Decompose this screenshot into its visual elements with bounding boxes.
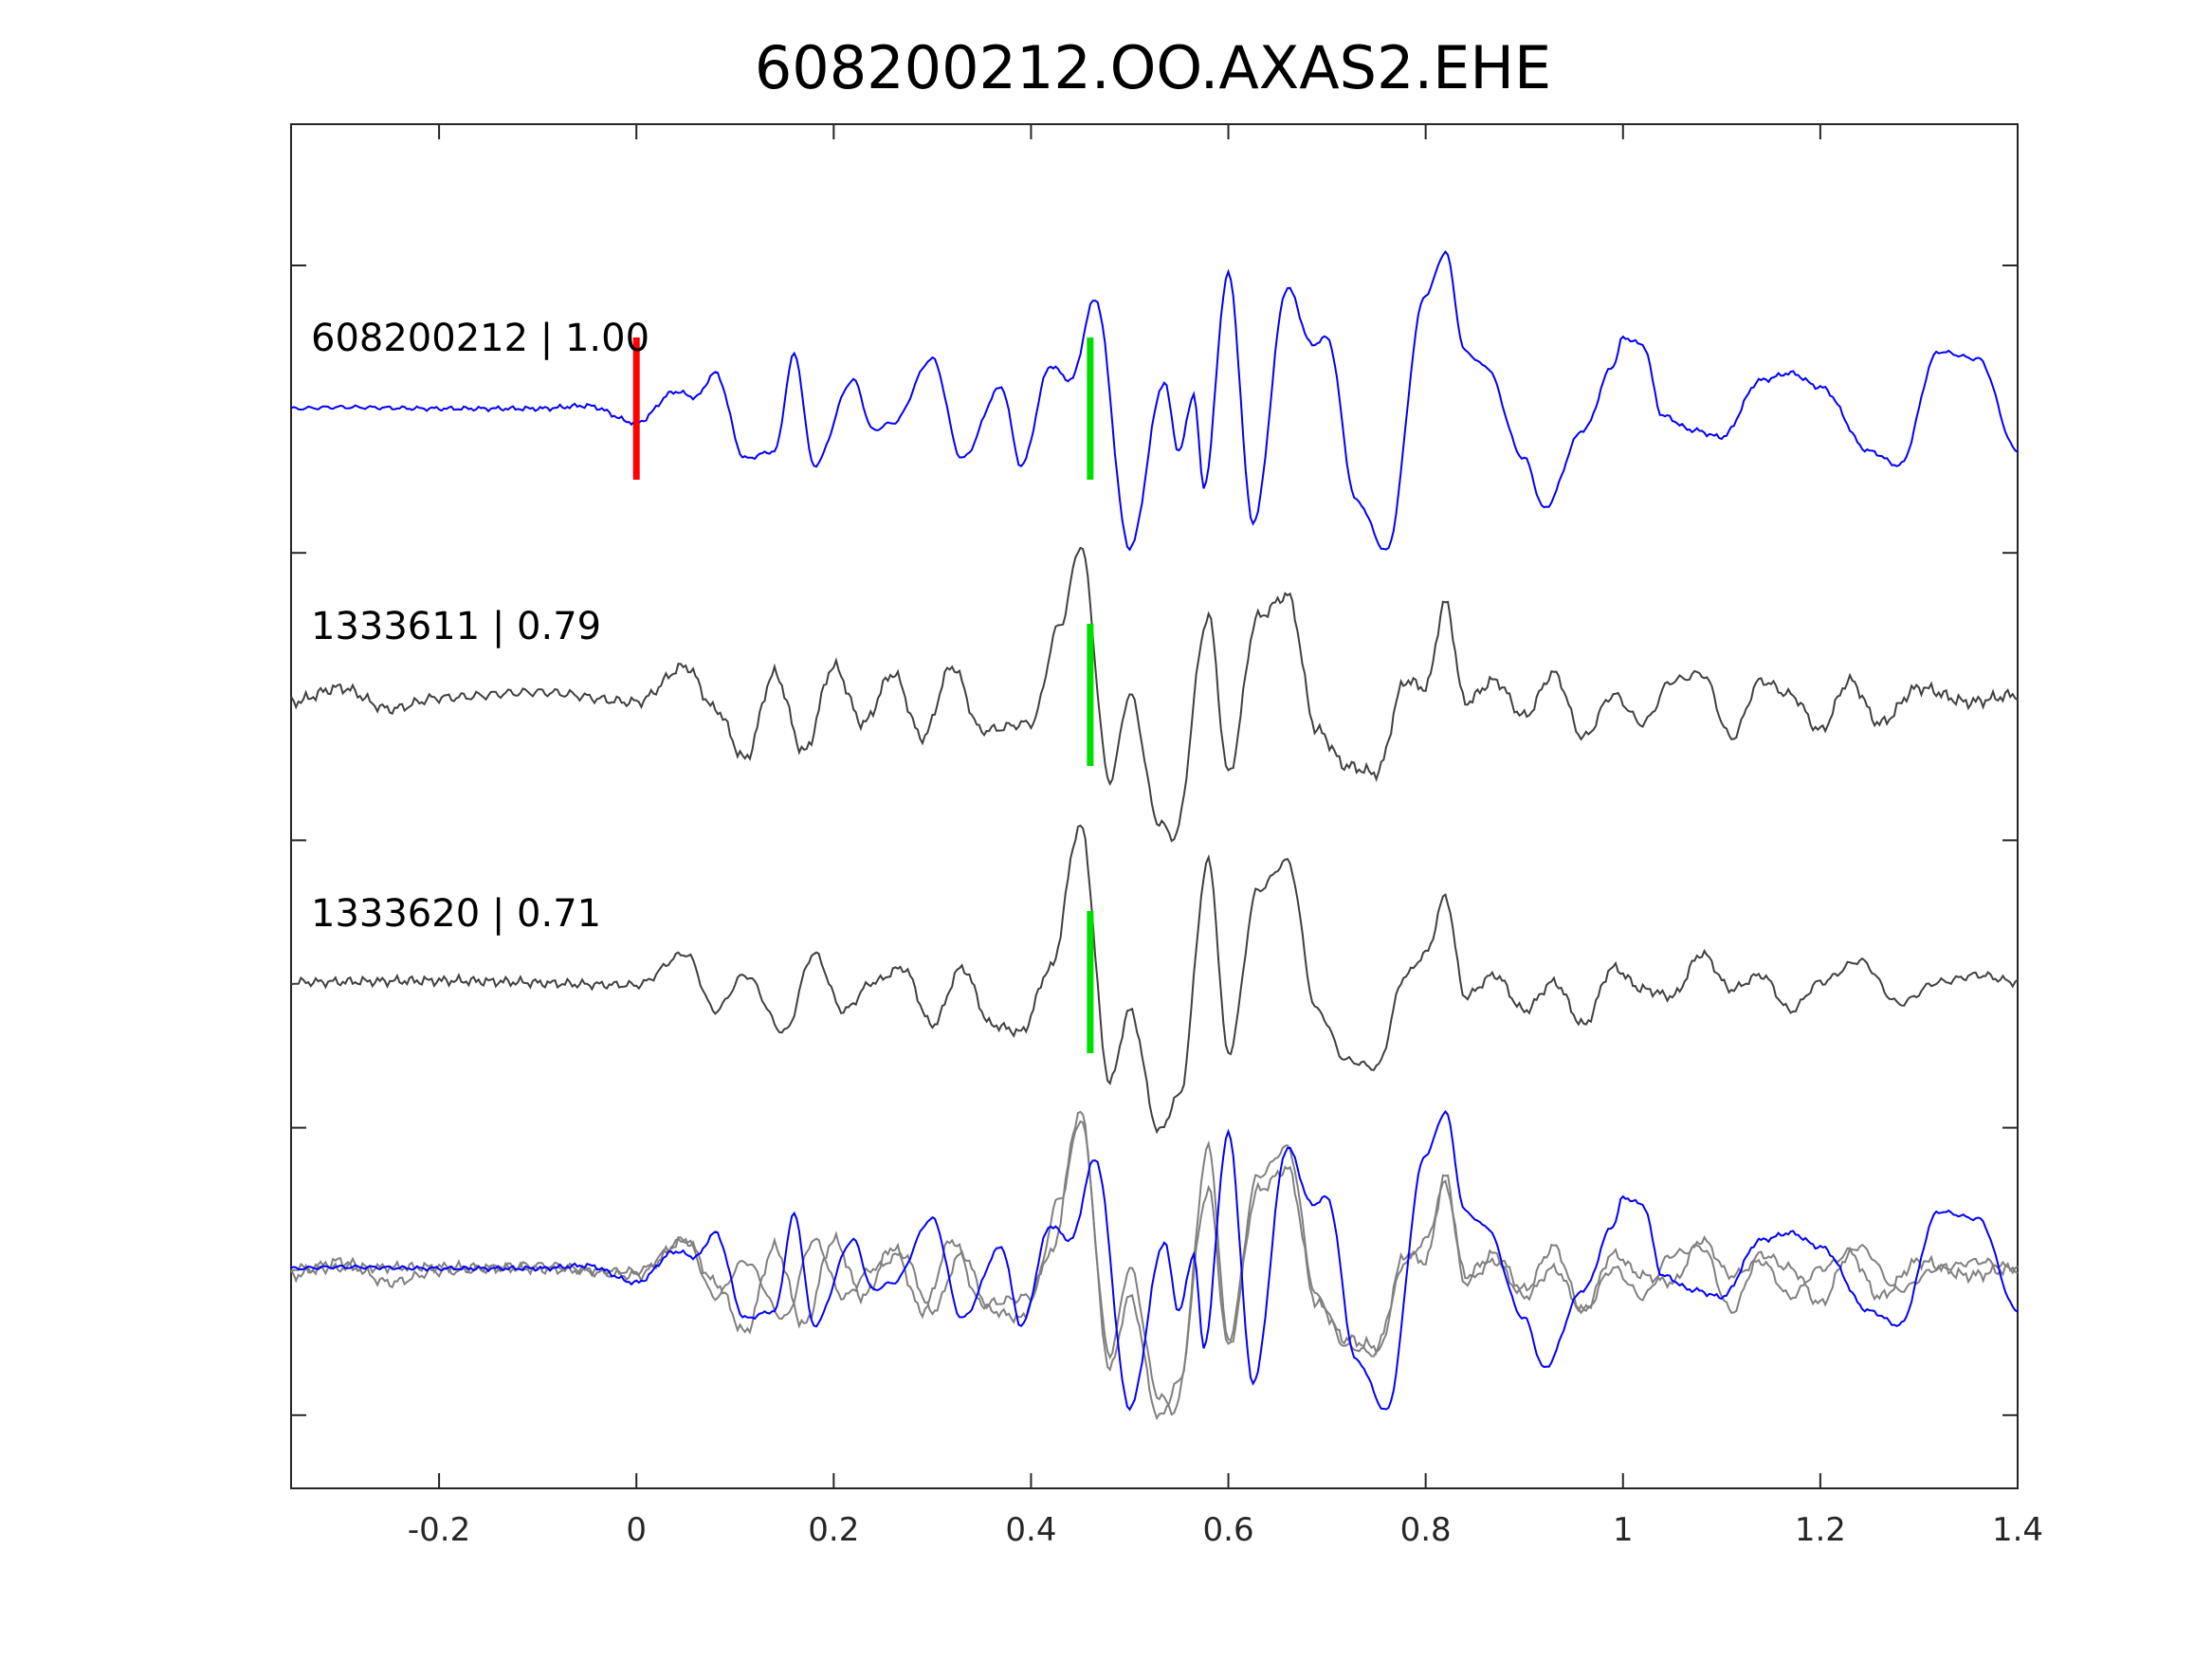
overlay-trace-master bbox=[290, 1109, 2019, 1412]
x-tick-label: 1 bbox=[1613, 1511, 1634, 1549]
trace-master bbox=[290, 249, 2019, 552]
x-axis: -0.2 0 0.2 0.4 0.6 0.8 1 1.2 1.4 bbox=[408, 124, 2043, 1549]
x-tick-label: 0 bbox=[626, 1511, 647, 1549]
plot-area: -0.2 0 0.2 0.4 0.6 0.8 1 1.2 1.4 bbox=[290, 123, 2043, 1549]
x-tick-label: -0.2 bbox=[408, 1511, 470, 1549]
overlay-trace-neighbor-2 bbox=[290, 1110, 2019, 1421]
x-tick-label: 0.2 bbox=[808, 1511, 859, 1549]
x-tick-label: 0.8 bbox=[1400, 1511, 1452, 1549]
trace-neighbor-2 bbox=[290, 824, 2019, 1135]
x-tick-label: 0.4 bbox=[1005, 1511, 1056, 1549]
trace-label-master: 608200212 | 1.00 bbox=[311, 317, 649, 360]
trace-neighbor-1 bbox=[290, 546, 2019, 843]
trace-label-neighbor-2: 1333620 | 0.71 bbox=[311, 892, 601, 936]
axes-frame bbox=[290, 123, 2019, 1489]
y-axis bbox=[291, 264, 2018, 1416]
x-tick-label: 0.6 bbox=[1203, 1511, 1254, 1549]
x-tick-label: 1.4 bbox=[1992, 1511, 2043, 1549]
phase-picks bbox=[632, 337, 1094, 1053]
seismogram-traces bbox=[290, 249, 2019, 1421]
trace-label-neighbor-1: 1333611 | 0.79 bbox=[311, 605, 601, 648]
chart-title: 608200212.OO.AXAS2.EHE bbox=[755, 33, 1551, 102]
x-tick-label: 1.2 bbox=[1795, 1511, 1846, 1549]
